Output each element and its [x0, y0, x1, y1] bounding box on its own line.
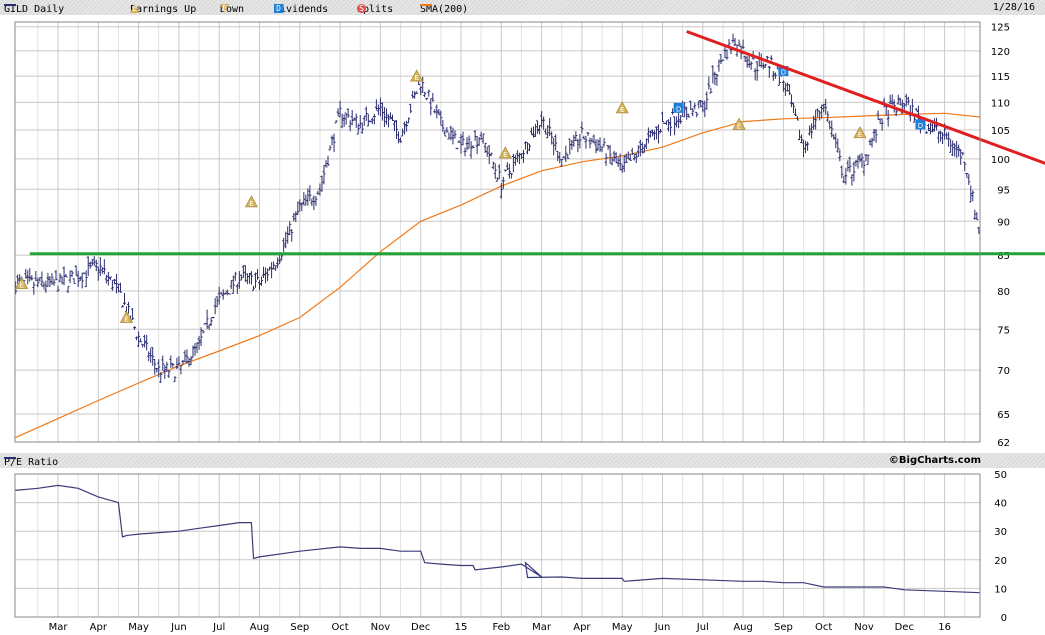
pe-grid [15, 473, 980, 618]
dividend-marker-icon [915, 119, 926, 130]
price-panel-frame [14, 21, 981, 443]
x-tick-label: Nov [854, 622, 874, 633]
x-tick-label: Aug [250, 622, 270, 633]
x-tick-label: 15 [455, 622, 468, 633]
x-tick-label: May [128, 622, 149, 633]
pe-axis: 0 10 20 30 40 50 [994, 470, 1007, 624]
dividend-icon: D [274, 4, 283, 13]
date-axis: Mar Apr May Jun Jul Aug Sep Oct Nov Dec 15 Feb Mar Ap… [49, 622, 951, 633]
pe-y-tick-label: 50 [994, 470, 1007, 481]
pe-swatch-icon [4, 457, 16, 459]
pe-panel-frame [14, 473, 981, 618]
pe-y-tick-label: 40 [994, 499, 1007, 510]
y-tick-label: 65 [997, 410, 1010, 421]
earnings-marker-label: E [249, 200, 253, 208]
earnings-marker-icon [244, 195, 259, 208]
bigcharts-credit: ©BigCharts.com [888, 455, 981, 466]
x-tick-label: Apr [573, 622, 591, 633]
x-tick-label: Nov [371, 622, 391, 633]
splits-label: Splits [357, 4, 394, 15]
earnings-marker-icon [410, 69, 424, 82]
earnings-up-icon: E [130, 4, 139, 13]
x-tick-label: Oct [815, 622, 832, 633]
y-tick-label: 62 [997, 438, 1010, 449]
pe-ratio-line [15, 484, 980, 594]
dividend-marker-label: D [676, 105, 681, 113]
earnings-marker-icon [15, 276, 29, 290]
dividends-label: Dividends [274, 4, 329, 15]
earnings-marker-icon [732, 117, 746, 130]
y-tick-label: 105 [991, 126, 1010, 137]
pe-legend-bar: P/E Ratio ©BigCharts.com [0, 453, 1045, 468]
pe-plot [15, 484, 980, 594]
chart-date: 1/28/16 [992, 2, 1035, 13]
price-grid [15, 22, 980, 443]
y-tick-label: 110 [991, 98, 1010, 109]
pe-y-tick-label: 30 [994, 527, 1007, 538]
x-tick-label: Jun [170, 622, 187, 633]
dividend-marker-label: D [781, 68, 786, 76]
sma-swatch-icon [420, 4, 432, 6]
x-tick-label: Jul [212, 622, 225, 633]
y-tick-label: 95 [997, 185, 1010, 196]
earnings-down-label: Down [220, 4, 245, 15]
earnings-marker-label: E [20, 282, 24, 290]
earnings-down-icon: E [220, 4, 229, 13]
x-tick-label: Jun [654, 622, 671, 633]
resistance-trendline [686, 30, 1045, 165]
x-tick-label: Sep [290, 622, 309, 633]
x-tick-label: Sep [774, 622, 793, 633]
earnings-marker-label: E [414, 74, 418, 82]
earnings-marker-label: E [737, 122, 741, 130]
y-tick-label: 125 [991, 23, 1010, 34]
x-tick-label: Feb [492, 622, 510, 633]
y-tick-label: 90 [997, 217, 1010, 228]
y-tick-label: 75 [997, 325, 1010, 336]
y-tick-label: 115 [991, 72, 1010, 83]
dividend-marker-icon [673, 102, 684, 113]
x-tick-label: Mar [49, 622, 69, 633]
symbol-label: GILD Daily [4, 4, 65, 15]
earnings-marker-icon [853, 126, 867, 139]
pe-y-tick-label: 20 [994, 556, 1007, 567]
x-tick-label: Apr [90, 622, 108, 633]
y-tick-label: 85 [997, 251, 1010, 262]
x-tick-label: Mar [532, 622, 552, 633]
earnings-marker-label: E [124, 316, 128, 324]
y-tick-label: 80 [997, 287, 1010, 298]
earnings-up-label: Earnings Up [130, 4, 197, 15]
pe-label: P/E Ratio [4, 457, 59, 468]
split-icon: S [357, 4, 366, 13]
sma-label: SMA(200) [420, 4, 469, 15]
pe-y-tick-label: 10 [994, 584, 1007, 595]
y-tick-label: 100 [991, 155, 1010, 166]
earnings-marker-label: E [858, 131, 862, 139]
price-legend-bar: GILD Daily Earnings Up E Down E Dividend… [0, 0, 1045, 15]
earnings-marker-label: E [503, 151, 507, 159]
x-tick-label: Oct [331, 622, 348, 633]
y-tick-label: 70 [997, 366, 1010, 377]
dividend-marker-label: D [918, 122, 923, 130]
x-tick-label: Jul [696, 622, 709, 633]
earnings-marker-icon [119, 310, 134, 323]
earnings-marker-icon [498, 146, 512, 159]
x-tick-label: Dec [411, 622, 430, 633]
x-tick-label: 16 [938, 622, 951, 633]
price-swatch-icon [4, 4, 16, 6]
earnings-marker-label: E [620, 106, 624, 114]
y-tick-label: 120 [991, 47, 1010, 58]
x-tick-label: May [612, 622, 633, 633]
x-tick-label: Dec [895, 622, 914, 633]
price-plot: E E E E E E E E D D D [15, 33, 980, 439]
pe-y-tick-label: 0 [1001, 613, 1007, 624]
x-tick-label: Aug [733, 622, 753, 633]
dividend-marker-icon [778, 65, 789, 76]
earnings-marker-icon [615, 101, 629, 114]
price-axis: 62 65 70 75 80 85 90 95 100 105 110 115 120 125 [29, 23, 1045, 449]
